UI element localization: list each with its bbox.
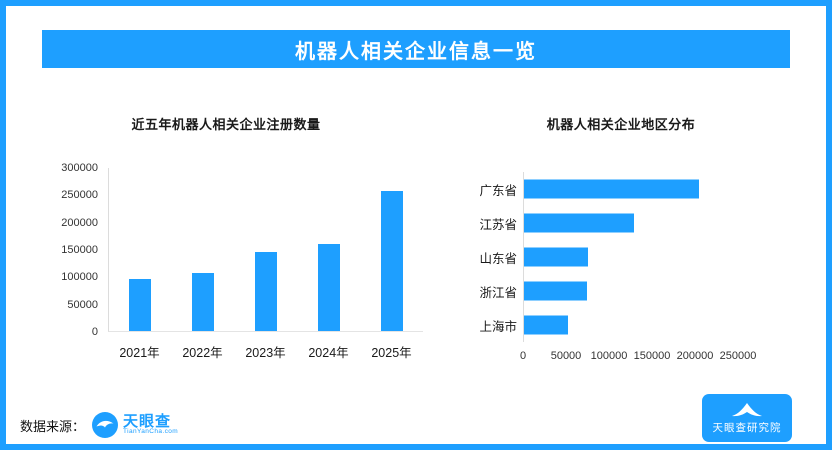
x-axis: 0 50000 100000 150000 200000 250000 [519,350,756,364]
registrations-bar-chart: 0 50000 100000 150000 200000 250000 300000 202… [56,160,436,370]
registrations-chart-title: 近五年机器人相关企业注册数量 [131,117,321,132]
data-source-label: 数据来源： [20,418,86,434]
bar-track [523,274,738,308]
x-tick-label: 2022年 [182,346,223,360]
category-label: 江苏省 [479,217,517,232]
region-chart-title: 机器人相关企业地区分布 [546,117,696,132]
region-bar-chart: 广东省江苏省山东省浙江省上海市 0 50000 100000 150000 200000… [461,172,761,372]
bar-2025年 [380,191,403,331]
tianyancha-url-text: TianYanCha.com [123,428,179,436]
bar-2022年 [192,272,215,331]
bar-上海市 [524,315,568,335]
data-source: 数据来源： 天眼查 TianYanCha.com [20,412,178,438]
tianyancha-logo-icon [92,412,119,438]
tianyancha-name: 天眼查 [123,412,172,430]
category-label: 上海市 [479,319,517,334]
x-tick-label: 0 [519,350,527,362]
page-title: 机器人相关企业信息一览 [42,30,790,68]
bar-track [523,308,738,342]
bar-row: 山东省 [461,240,761,274]
bar-row: 广东省 [461,172,761,206]
bar-track [523,172,738,206]
bar-row: 浙江省 [461,274,761,308]
bar-row: 江苏省 [461,206,761,240]
plot-area [108,168,423,332]
bar-山东省 [524,247,589,267]
y-tick-label: 0 [91,326,98,338]
y-axis: 0 50000 100000 150000 200000 250000 300000 [56,162,104,338]
y-tick-label: 100000 [61,271,98,284]
y-tick-label: 150000 [61,244,98,256]
x-tick-label: 2024年 [308,346,349,360]
y-tick-label: 250000 [61,189,98,202]
bar-广东省 [524,179,700,199]
tianyancha-logo: 天眼查 TianYanCha.com [92,412,178,438]
page-title-text: 机器人相关企业信息一览 [295,40,537,63]
bar-slot [109,168,172,331]
x-tick-label: 50000 [550,350,582,362]
research-institute-badge: 天眼查研究院 [702,394,792,442]
bar-slot [235,168,298,331]
bar-track [523,240,738,274]
y-tick-label: 50000 [67,298,98,311]
bar-2021年 [129,279,152,331]
x-tick-label: 2025年 [371,346,412,360]
institute-name: 天眼查研究院 [712,422,782,434]
x-tick-label: 150000 [633,350,671,362]
x-tick-label: 2023年 [245,346,286,360]
x-tick-label: 2021年 [119,346,160,360]
bar-slot [297,168,360,331]
plot-area: 广东省江苏省山东省浙江省上海市 [461,172,761,342]
x-tick-label: 250000 [719,350,757,362]
bar-row: 上海市 [461,308,761,342]
category-label: 广东省 [479,183,517,198]
category-label: 山东省 [479,251,517,266]
institute-logo-icon [732,403,762,417]
bar-江苏省 [524,213,634,233]
y-tick-label: 300000 [61,162,98,174]
bar-浙江省 [524,281,588,301]
tianyancha-logo-text: 天眼查 TianYanCha.com [123,412,179,437]
bar-2023年 [254,251,277,331]
bar-slot [172,168,235,331]
x-tick-label: 100000 [590,350,628,362]
bar-slot [360,168,423,331]
bar-2024年 [317,244,340,331]
x-axis: 2021年 2022年 2023年 2024年 2025年 [108,342,423,361]
bar-track [523,206,738,240]
y-tick-label: 200000 [61,216,98,229]
x-tick-label: 200000 [676,350,714,362]
category-label: 浙江省 [479,285,517,300]
